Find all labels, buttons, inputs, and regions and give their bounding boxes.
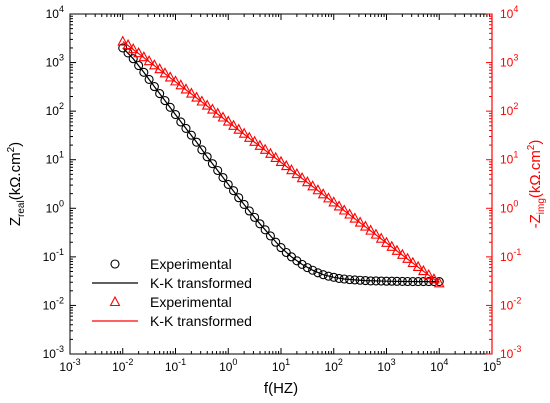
data-point-circle	[186, 130, 196, 140]
data-point-circle	[170, 110, 181, 120]
data-point-triangle	[423, 268, 435, 280]
x-tick-label: 104	[430, 357, 448, 374]
x-tick-label: 100	[219, 357, 237, 374]
y-right-tick-label: 10-1	[500, 247, 521, 264]
data-point-triangle	[412, 260, 424, 271]
legend-label: Experimental	[150, 294, 232, 310]
legend-triangle-swatch	[109, 295, 121, 307]
data-point-circle	[265, 231, 276, 241]
x-tick-label: 103	[377, 357, 395, 374]
data-point-circle	[239, 199, 249, 209]
data-point-triangle	[428, 273, 440, 284]
y-left-tick-label: 10-3	[43, 344, 64, 361]
y-right-tick-label: 102	[500, 101, 518, 118]
series-line	[122, 47, 440, 283]
y-axis-title-right: -Zimg(kΩ.cm2)	[526, 140, 547, 229]
data-point-circle	[176, 117, 186, 127]
legend-item: Experimental	[109, 294, 232, 310]
data-point-circle	[134, 60, 144, 71]
data-point-triangle	[381, 236, 392, 247]
data-point-circle	[228, 186, 239, 196]
y-left-tick-label: 103	[46, 53, 64, 70]
y-left-tick-label: 10-2	[43, 295, 64, 312]
data-point-circle	[297, 259, 307, 269]
data-point-circle	[255, 219, 265, 229]
data-point-circle	[197, 145, 207, 155]
data-point-triangle	[117, 35, 129, 46]
data-point-circle	[218, 172, 228, 183]
legend-label: K-K transformed	[150, 313, 252, 329]
legend-label: Experimental	[150, 256, 232, 272]
data-point-circle	[276, 243, 286, 253]
y-right-tick-label: 10-3	[500, 344, 521, 361]
y-left-tick-label: 101	[46, 150, 64, 167]
x-tick-label: 102	[325, 357, 343, 374]
y-right-tick-label: 104	[500, 4, 518, 21]
data-point-triangle	[407, 256, 419, 267]
y-right-tick-label: 101	[500, 150, 518, 167]
data-point-circle	[207, 159, 217, 169]
x-tick-label: 105	[483, 357, 501, 374]
legend-label: K-K transformed	[150, 275, 252, 291]
data-point-circle	[223, 179, 233, 189]
x-tick-label: 10-2	[112, 357, 133, 374]
data-point-circle	[139, 67, 149, 77]
data-point-circle	[118, 43, 128, 53]
y-left-tick-label: 10-1	[43, 247, 64, 264]
plot-frame	[69, 13, 493, 355]
data-point-triangle	[433, 277, 445, 288]
data-point-circle	[308, 265, 318, 275]
legend-circle-swatch	[110, 259, 120, 269]
data-point-circle	[244, 206, 254, 216]
data-point-circle	[144, 74, 154, 84]
legend-item: K-K transformed	[92, 275, 252, 291]
y-left-tick-label: 104	[46, 4, 64, 21]
data-point-circle	[149, 82, 159, 92]
data-point-circle	[192, 137, 202, 147]
data-point-circle	[260, 225, 270, 235]
legend-item: Experimental	[110, 256, 232, 272]
y-right-tick-label: 10-2	[500, 295, 521, 312]
y-axis-title-left: Zreal(kΩ.cm2)	[6, 142, 27, 226]
y-left-tick-label: 100	[46, 198, 64, 215]
data-point-circle	[165, 102, 175, 112]
data-point-circle	[329, 272, 339, 282]
data-point-circle	[250, 212, 260, 222]
data-point-circle	[271, 237, 281, 247]
data-point-circle	[160, 96, 170, 106]
data-point-circle	[313, 268, 323, 278]
data-point-circle	[181, 123, 191, 134]
data-point-circle	[213, 165, 223, 176]
data-point-circle	[318, 270, 328, 280]
data-point-triangle	[418, 264, 429, 276]
data-point-circle	[323, 271, 334, 281]
data-point-triangle	[338, 204, 350, 215]
data-point-circle	[202, 152, 212, 162]
series-3	[122, 41, 440, 284]
data-point-circle	[234, 193, 244, 203]
x-tick-label: 10-1	[165, 357, 186, 374]
x-tick-label: 10-3	[59, 357, 80, 374]
data-point-triangle	[386, 240, 398, 251]
data-point-triangle	[391, 244, 403, 255]
series-line	[122, 41, 440, 284]
y-right-tick-label: 103	[500, 53, 518, 70]
legend-item: K-K transformed	[92, 313, 252, 329]
x-axis-title: f(HZ)	[264, 380, 298, 397]
y-left-tick-label: 102	[46, 101, 64, 118]
data-point-circle	[302, 263, 312, 273]
x-tick-label: 101	[272, 357, 290, 374]
data-point-circle	[155, 89, 165, 99]
legend: Experimental K-K transformed Experimental K…	[92, 256, 252, 329]
series-1	[122, 47, 440, 283]
data-point-circle	[128, 54, 138, 64]
y-right-tick-label: 100	[500, 198, 518, 215]
